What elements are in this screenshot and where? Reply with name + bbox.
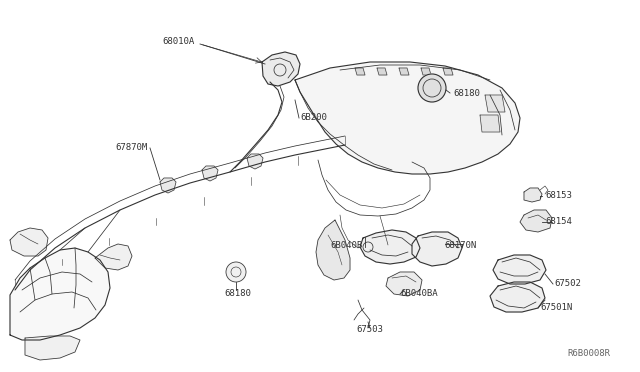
- Text: 6B040B: 6B040B: [331, 241, 363, 250]
- Polygon shape: [355, 68, 365, 75]
- Text: 68180: 68180: [453, 89, 480, 97]
- Polygon shape: [377, 68, 387, 75]
- Polygon shape: [295, 62, 520, 174]
- Text: 68170N: 68170N: [444, 241, 476, 250]
- Text: 68154: 68154: [545, 218, 572, 227]
- Polygon shape: [316, 220, 350, 280]
- Text: R6B0008R: R6B0008R: [567, 349, 610, 358]
- Text: 6B040BA: 6B040BA: [400, 289, 438, 298]
- Polygon shape: [247, 154, 263, 169]
- Circle shape: [226, 262, 246, 282]
- Polygon shape: [399, 68, 409, 75]
- Polygon shape: [95, 244, 132, 270]
- Polygon shape: [10, 228, 48, 256]
- Polygon shape: [524, 188, 542, 202]
- Text: 6B200: 6B200: [300, 113, 327, 122]
- Polygon shape: [25, 336, 80, 360]
- Polygon shape: [443, 68, 453, 75]
- Polygon shape: [421, 68, 431, 75]
- Text: 67870M: 67870M: [116, 144, 148, 153]
- Text: 68180: 68180: [225, 289, 252, 298]
- Text: 68153: 68153: [545, 192, 572, 201]
- Polygon shape: [490, 282, 545, 312]
- Text: 68010A: 68010A: [163, 38, 195, 46]
- Polygon shape: [202, 166, 218, 181]
- Circle shape: [418, 74, 446, 102]
- Polygon shape: [485, 95, 505, 112]
- Polygon shape: [10, 248, 110, 340]
- Text: 67502: 67502: [554, 279, 581, 289]
- Polygon shape: [360, 230, 420, 264]
- Text: 67503: 67503: [356, 326, 383, 334]
- Polygon shape: [480, 115, 500, 132]
- Text: 67501N: 67501N: [540, 304, 572, 312]
- Polygon shape: [160, 178, 176, 193]
- Polygon shape: [262, 52, 300, 86]
- Polygon shape: [412, 232, 462, 266]
- Polygon shape: [493, 255, 546, 284]
- Polygon shape: [520, 210, 552, 232]
- Polygon shape: [386, 272, 422, 296]
